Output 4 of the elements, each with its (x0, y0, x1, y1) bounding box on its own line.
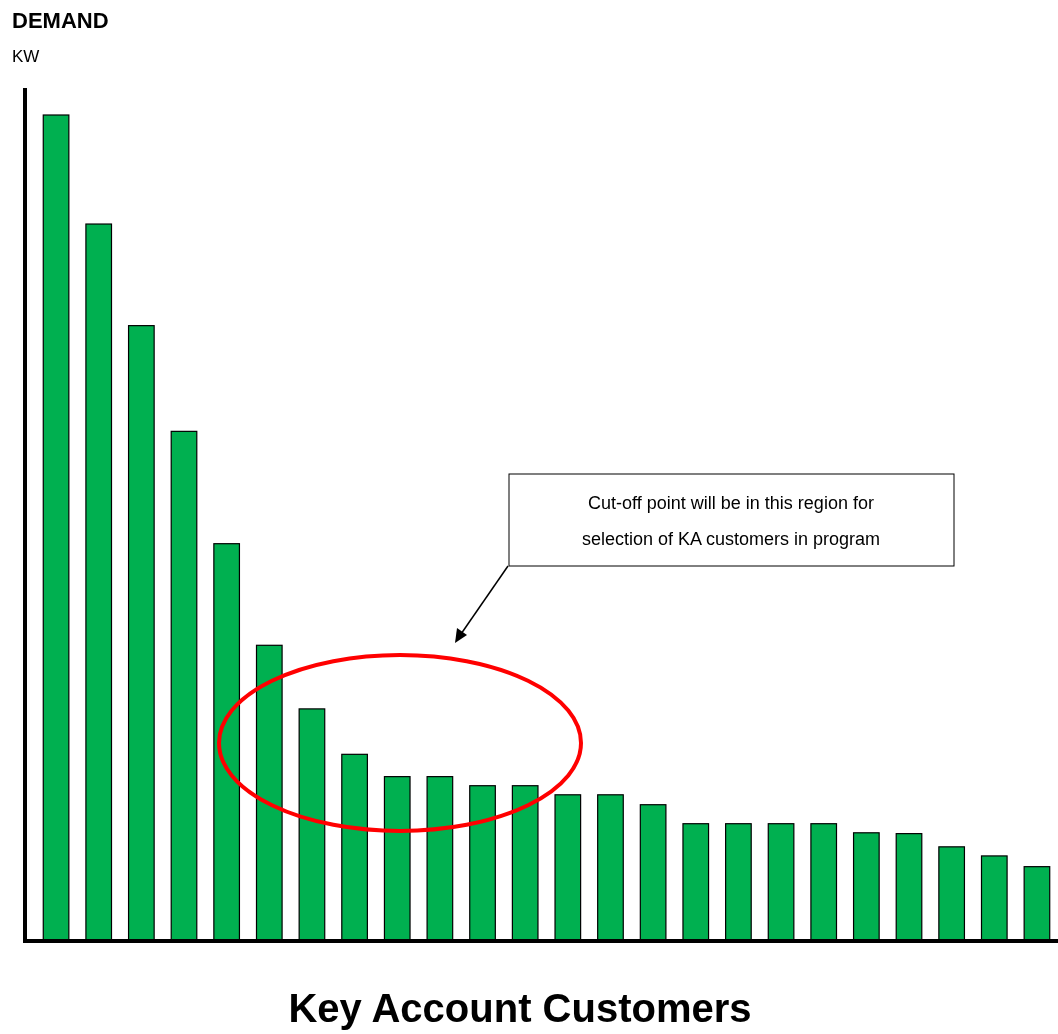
chart-subtitle: KW (12, 47, 40, 66)
chart-title: DEMAND (12, 8, 109, 33)
annotation: Cut-off point will be in this region for selection of KA customers in program (581, 493, 881, 549)
x-axis-title: Key Account Customers (288, 986, 752, 1030)
